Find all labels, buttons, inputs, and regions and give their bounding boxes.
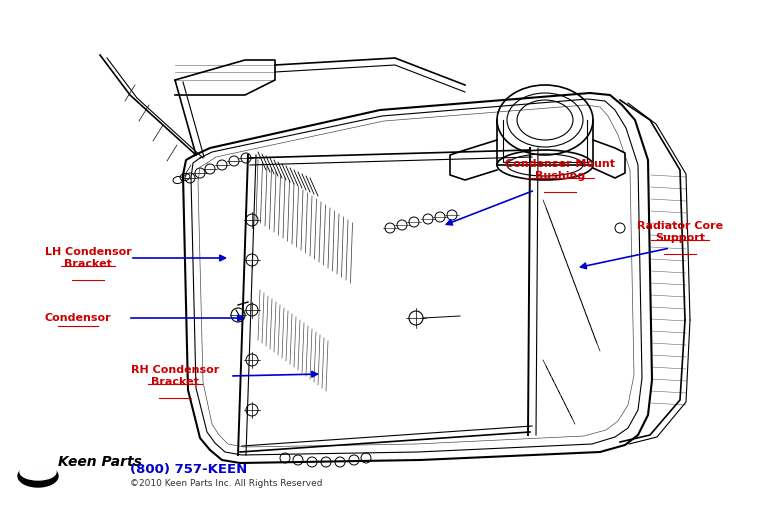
Ellipse shape (18, 465, 58, 487)
Ellipse shape (20, 464, 56, 480)
Text: LH Condensor
Bracket: LH Condensor Bracket (45, 247, 132, 269)
Text: Condensor: Condensor (45, 313, 112, 323)
Text: ©2010 Keen Parts Inc. All Rights Reserved: ©2010 Keen Parts Inc. All Rights Reserve… (130, 480, 323, 488)
Text: RH Condensor
Bracket: RH Condensor Bracket (131, 365, 219, 387)
Text: (800) 757-KEEN: (800) 757-KEEN (130, 463, 247, 476)
Text: Keen Parts: Keen Parts (58, 455, 142, 469)
Text: Condenser Mount
Bushing: Condenser Mount Bushing (505, 159, 615, 181)
Text: Radiator Core
Support: Radiator Core Support (637, 221, 723, 243)
